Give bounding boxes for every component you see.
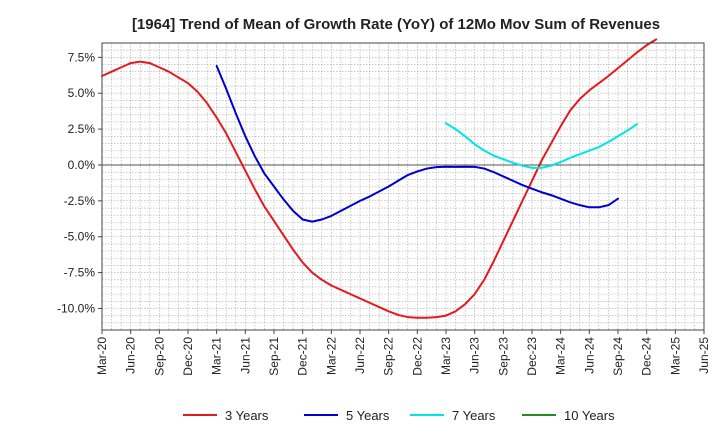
legend-label: 5 Years	[346, 408, 390, 423]
y-tick-label: -2.5%	[64, 194, 96, 208]
x-axis-ticks: Mar-20 Jun-20 Sep-20 Dec-20 Mar-21 Jun-21 Sep-…	[95, 330, 711, 376]
series-line-5-years	[215, 64, 619, 223]
x-tick-label: Mar-22	[324, 337, 338, 375]
legend-label: 7 Years	[452, 408, 496, 423]
x-tick-label: Jun-24	[582, 337, 596, 374]
legend: 3 Years 5 Years 7 Years 10 Years	[183, 408, 615, 423]
y-tick-label: -10.0%	[57, 301, 95, 315]
y-tick-label: 2.5%	[68, 122, 96, 136]
y-tick-label: -7.5%	[64, 266, 96, 280]
x-tick-label: Dec-20	[181, 337, 195, 376]
x-tick-label: Mar-25	[668, 337, 682, 375]
x-tick-label: Dec-24	[640, 337, 654, 376]
grid-lines	[101, 42, 705, 331]
x-tick-label: Sep-22	[382, 337, 396, 376]
y-tick-label: 7.5%	[68, 50, 96, 64]
x-tick-label: Jun-21	[238, 337, 252, 374]
series-lines	[101, 38, 658, 319]
legend-label: 10 Years	[564, 408, 615, 423]
x-tick-label: Mar-24	[554, 337, 568, 375]
x-tick-label: Dec-23	[525, 337, 539, 376]
x-tick-label: Mar-20	[95, 337, 109, 375]
x-tick-label: Jun-23	[468, 337, 482, 374]
x-tick-label: Jun-20	[124, 337, 138, 374]
series-line-3-years	[101, 38, 658, 319]
chart-title: [1964] Trend of Mean of Growth Rate (YoY…	[132, 16, 660, 33]
y-tick-label: 0.0%	[68, 158, 96, 172]
y-tick-label: 5.0%	[68, 86, 96, 100]
y-tick-label: -5.0%	[64, 230, 96, 244]
x-tick-label: Mar-21	[210, 337, 224, 375]
legend-label: 3 Years	[225, 408, 269, 423]
y-axis-ticks: 7.5% 5.0% 2.5% 0.0% -2.5% -5.0% -7.5% -10.0%	[57, 50, 102, 315]
series-line-7-years	[445, 122, 639, 169]
x-tick-label: Mar-23	[439, 337, 453, 375]
x-tick-label: Jun-25	[697, 337, 711, 374]
x-tick-label: Jun-22	[353, 337, 367, 374]
x-tick-label: Dec-22	[410, 337, 424, 376]
x-tick-label: Sep-21	[267, 337, 281, 376]
x-tick-label: Sep-24	[611, 337, 625, 376]
x-tick-label: Sep-20	[152, 337, 166, 376]
plot-area-frame	[101, 42, 705, 331]
x-tick-label: Sep-23	[496, 337, 510, 376]
x-tick-label: Dec-21	[296, 337, 310, 376]
